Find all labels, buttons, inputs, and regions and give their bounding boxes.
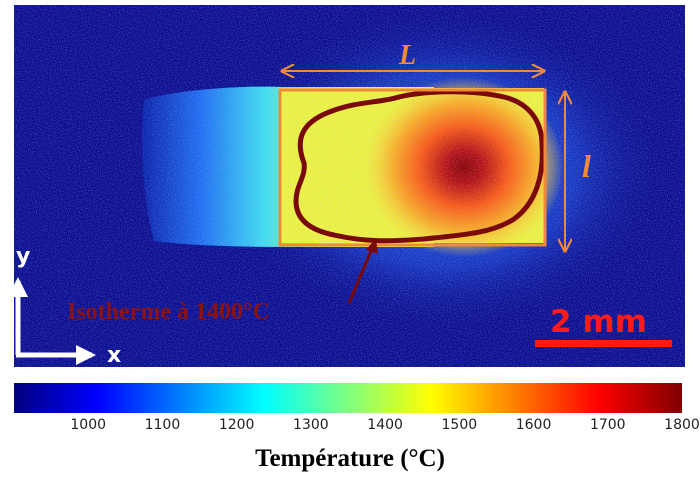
colorbar-tick-label: 1800 (664, 417, 700, 433)
colorbar-tick-label: 1000 (70, 417, 107, 433)
isotherm-contour (293, 89, 545, 244)
colorbar (14, 383, 682, 413)
colorbar-tick-label: 1100 (144, 417, 181, 433)
colorbar-tick-label: 1400 (367, 417, 403, 433)
bounding-box (278, 88, 547, 247)
colorbar-tick-label: 1500 (441, 417, 478, 433)
colorbar-tick-label: 1700 (589, 417, 626, 433)
scale-bar-label: 2 mm (550, 304, 647, 340)
isotherm-label: Isotherme à 1400°C (67, 299, 270, 325)
thermal-image: L l Isotherme à 1400°C y x 2 mm (14, 5, 685, 367)
colorbar-tick-label: 1300 (293, 417, 329, 433)
isotherm-pointer-arrow (347, 243, 376, 304)
colorbar-title: Température (°C) (255, 445, 445, 472)
scale-bar (535, 340, 672, 347)
dimension-label-L: L (398, 40, 416, 71)
colorbar-tick-label: 1200 (218, 417, 255, 433)
dimension-label-l: l (582, 148, 591, 184)
axis-y-label: y (16, 244, 30, 269)
axis-x-label: x (107, 343, 121, 367)
colorbar-tick-label: 1600 (515, 417, 552, 433)
